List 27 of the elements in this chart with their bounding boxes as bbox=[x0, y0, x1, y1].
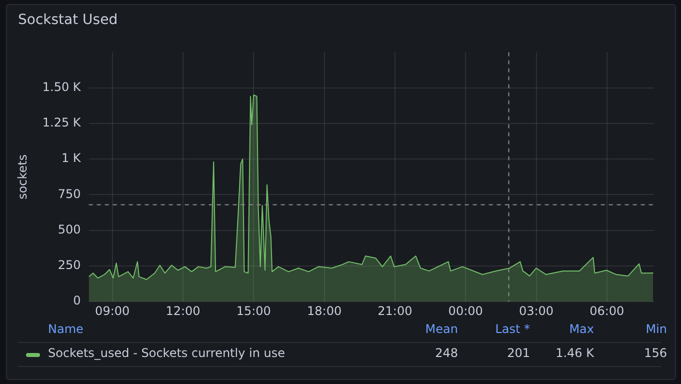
chart-title: Sockstat Used bbox=[18, 12, 118, 28]
text: Mean bbox=[425, 322, 458, 336]
text: Min bbox=[646, 322, 667, 336]
y-tick-label: 0 bbox=[73, 294, 81, 308]
legend-label: Sockets_used - Sockets currently in use bbox=[48, 346, 285, 360]
y-tick-label: 1.25 K bbox=[42, 116, 82, 130]
legend-title: Name bbox=[48, 322, 84, 336]
x-tick-label: 03:00 bbox=[518, 304, 554, 318]
y-tick-label: 750 bbox=[58, 186, 81, 201]
x-tick-label: 15:00 bbox=[236, 304, 271, 318]
y-tick-label: 250 bbox=[58, 258, 81, 272]
y-tick-label: 1 K bbox=[61, 151, 82, 166]
text: Last * bbox=[495, 322, 530, 336]
y-axis-title: sockets bbox=[15, 154, 30, 200]
x-tick-label: 21:00 bbox=[378, 304, 412, 318]
x-tick-label: 18:00 bbox=[307, 304, 342, 318]
x-tick-label: 06:00 bbox=[590, 304, 624, 318]
text: 1.46 K bbox=[556, 346, 594, 360]
text: 248 bbox=[435, 346, 458, 360]
y-tick-label: 1.50 K bbox=[42, 80, 82, 94]
text: 201 bbox=[507, 346, 530, 360]
text: 156 bbox=[644, 346, 667, 360]
x-tick-label: 12:00 bbox=[166, 304, 200, 318]
text: Max bbox=[569, 322, 594, 336]
x-tick-label: 09:00 bbox=[95, 304, 130, 318]
x-tick-label: 00:00 bbox=[448, 304, 483, 318]
y-tick-label: 500 bbox=[58, 222, 81, 236]
